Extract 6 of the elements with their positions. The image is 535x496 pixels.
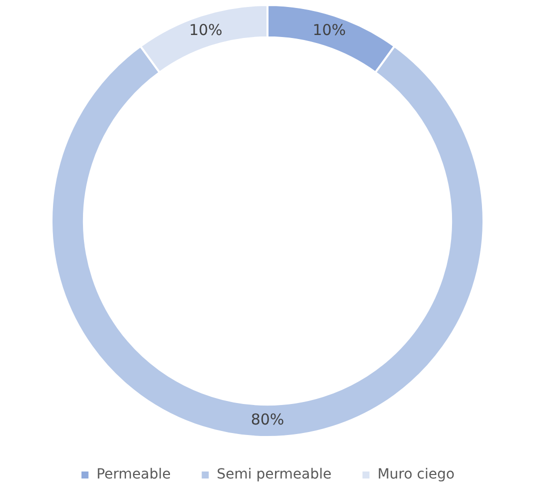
legend-label: Semi permeable xyxy=(216,466,332,483)
legend-label: Permeable xyxy=(96,466,171,483)
legend-label: Muro ciego xyxy=(377,466,455,483)
data-label: 80% xyxy=(250,410,284,429)
data-label: 10% xyxy=(312,20,346,39)
data-label: 10% xyxy=(189,20,222,39)
